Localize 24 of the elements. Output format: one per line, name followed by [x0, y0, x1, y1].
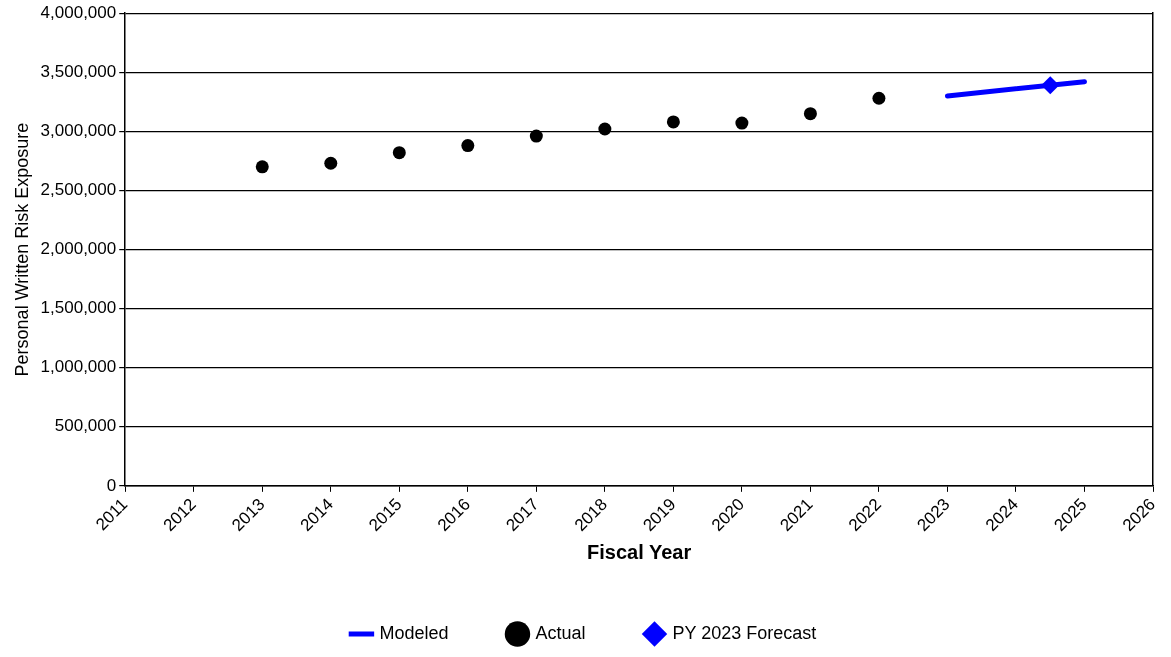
point: [735, 116, 749, 130]
point: [666, 115, 680, 129]
legend-label: Actual: [535, 622, 586, 643]
y-tick-label: 4,000,000: [40, 2, 117, 22]
y-tick-label: 3,000,000: [40, 121, 117, 141]
point: [529, 129, 543, 143]
legend-label: PY 2023 Forecast: [672, 622, 817, 643]
point: [598, 122, 612, 136]
y-tick-label: 0: [106, 475, 117, 495]
y-tick-label: 1,000,000: [40, 357, 117, 377]
y-tick-label: 3,500,000: [40, 61, 117, 81]
y-tick-label: 2,500,000: [40, 180, 117, 200]
point: [255, 160, 269, 174]
y-tick-label: 1,500,000: [40, 298, 117, 318]
point: [392, 146, 406, 160]
point: [872, 91, 886, 105]
x-axis-title: Fiscal Year: [587, 540, 692, 563]
point: [461, 139, 475, 153]
y-tick-label: 2,000,000: [40, 239, 117, 259]
legend-label: Modeled: [379, 622, 449, 643]
y-axis-title: Personal Written Risk Exposure: [11, 122, 32, 377]
point: [324, 156, 338, 170]
point: [803, 107, 817, 121]
y-tick-label: 500,000: [54, 416, 117, 436]
